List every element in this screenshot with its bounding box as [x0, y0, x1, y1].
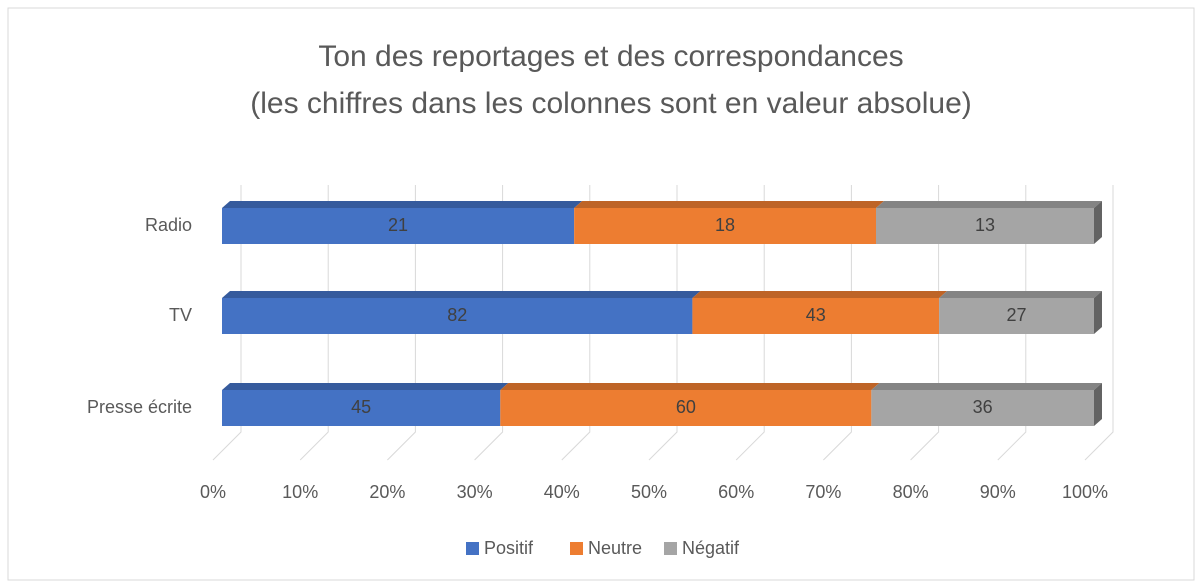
bar-top — [939, 291, 1102, 298]
bar-top — [222, 291, 701, 298]
bar-side — [1094, 291, 1102, 334]
bar-top — [876, 201, 1102, 208]
grid-line — [474, 185, 504, 461]
grid-line — [1084, 185, 1114, 461]
chart-title: Ton des reportages et des correspondance… — [318, 40, 903, 73]
bar-top — [222, 383, 509, 390]
bar — [939, 298, 1094, 334]
grid-line — [735, 185, 765, 461]
data-label: 43 — [806, 305, 826, 325]
grid-line — [561, 185, 591, 461]
bar — [692, 298, 940, 334]
legend-swatch — [664, 542, 677, 555]
legend-label: Positif — [484, 538, 534, 558]
grid-line — [212, 185, 242, 461]
grid-line — [823, 185, 852, 461]
x-tick-label: 90% — [980, 482, 1016, 502]
x-tick-label: 40% — [544, 482, 580, 502]
bar-top — [500, 383, 880, 390]
bar — [876, 208, 1094, 244]
x-tick-label: 60% — [718, 482, 754, 502]
bar-top — [574, 201, 884, 208]
data-label: 36 — [973, 397, 993, 417]
x-tick-label: 100% — [1062, 482, 1108, 502]
chart-title: (les chiffres dans les colonnes sont en … — [250, 87, 972, 120]
grid-line — [299, 185, 329, 461]
bar — [574, 208, 876, 244]
bar — [222, 208, 575, 244]
bar — [500, 390, 872, 426]
legend-label: Négatif — [682, 538, 740, 558]
grid-line — [387, 185, 416, 461]
data-label: 27 — [1007, 305, 1027, 325]
x-tick-label: 30% — [457, 482, 493, 502]
y-tick-label: TV — [169, 305, 192, 325]
data-label: 13 — [975, 215, 995, 235]
grid-line — [910, 185, 940, 461]
bar-top — [222, 201, 583, 208]
grid-line — [648, 185, 678, 461]
x-tick-label: 20% — [369, 482, 405, 502]
bar-top — [692, 291, 948, 298]
bar-side — [1094, 201, 1102, 244]
data-label: 21 — [388, 215, 408, 235]
legend-swatch — [570, 542, 583, 555]
bar — [222, 298, 693, 334]
legend-label: Neutre — [588, 538, 642, 558]
bar-top — [871, 383, 1102, 390]
data-label: 45 — [351, 397, 371, 417]
y-tick-label: Presse écrite — [87, 397, 192, 417]
data-label: 18 — [715, 215, 735, 235]
legend-swatch — [466, 542, 479, 555]
bar — [871, 390, 1094, 426]
data-label: 82 — [447, 305, 467, 325]
x-tick-label: 0% — [200, 482, 226, 502]
grid-line — [997, 185, 1027, 461]
bar-side — [1094, 383, 1102, 426]
x-tick-label: 80% — [893, 482, 929, 502]
x-tick-label: 10% — [282, 482, 318, 502]
data-label: 60 — [676, 397, 696, 417]
x-tick-label: 70% — [805, 482, 841, 502]
x-tick-label: 50% — [631, 482, 667, 502]
y-tick-label: Radio — [145, 215, 192, 235]
bar — [222, 390, 501, 426]
